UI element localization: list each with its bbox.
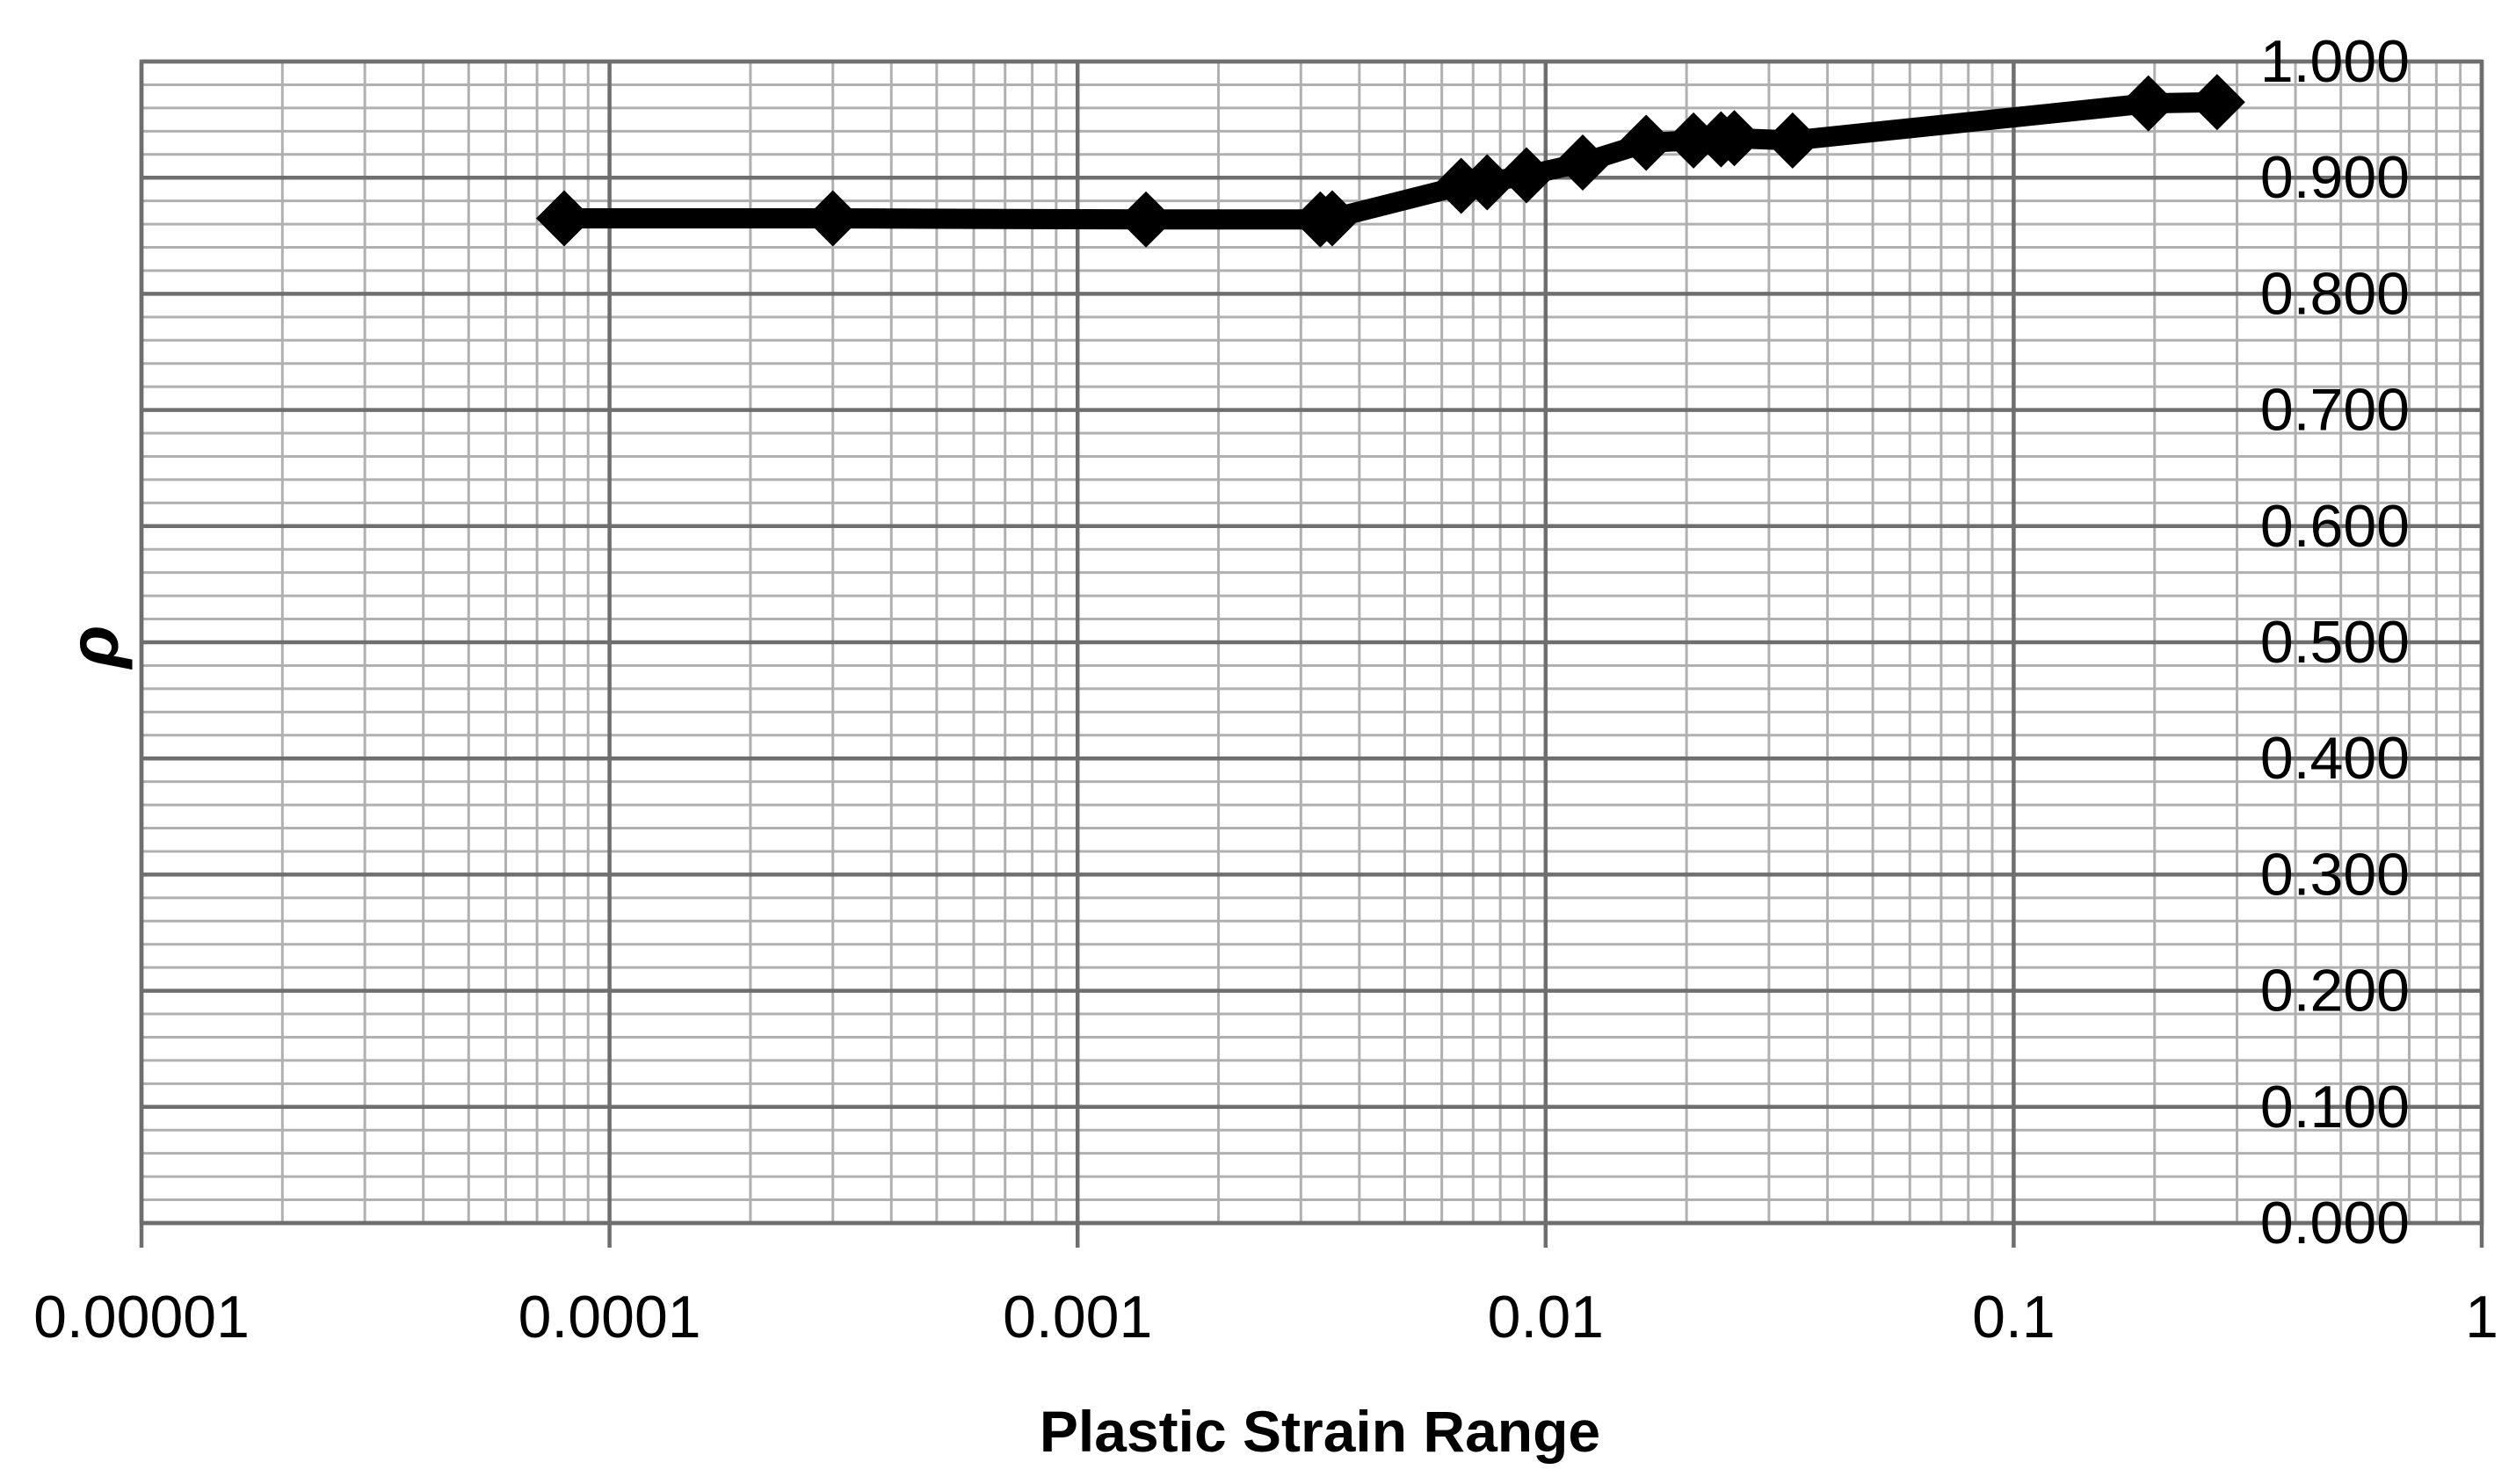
data-point-marker	[1618, 114, 1675, 171]
y-tick-label: 0.500	[2260, 609, 2410, 676]
y-axis-tick-labels: 0.000 0.100 0.200 0.300 0.400 0.500 0.600 0.700…	[2260, 28, 2410, 1256]
x-tick-label: 1	[2465, 1284, 2498, 1350]
data-point-marker	[1459, 154, 1516, 211]
y-tick-label: 0.700	[2260, 377, 2410, 444]
data-point-marker	[1497, 147, 1555, 204]
x-tick-label: 0.01	[1488, 1284, 1604, 1350]
y-tick-label: 0.200	[2260, 958, 2410, 1024]
x-axis-title: Plastic Strain Range	[1040, 1399, 1600, 1464]
x-tick-label: 0.001	[1003, 1284, 1152, 1350]
y-tick-label: 0.900	[2260, 144, 2410, 211]
y-tick-label: 0.300	[2260, 841, 2410, 908]
data-series	[535, 74, 2245, 248]
y-tick-label: 0.000	[2260, 1190, 2410, 1256]
x-tick-label: 0.1	[1972, 1284, 2056, 1350]
x-axis-tick-marks	[139, 1223, 2484, 1248]
series-line	[554, 91, 2228, 230]
data-point-marker	[1118, 191, 1175, 248]
data-point-marker	[1764, 112, 1821, 169]
data-point-marker	[1554, 134, 1611, 192]
x-tick-label: 0.00001	[33, 1284, 250, 1350]
y-tick-label: 0.800	[2260, 260, 2410, 327]
data-point-marker	[1303, 190, 1360, 247]
y-tick-label: 0.600	[2260, 493, 2410, 560]
data-point-marker	[804, 190, 861, 247]
data-point-marker	[2120, 75, 2177, 132]
data-point-marker	[2188, 74, 2245, 131]
x-tick-label: 0.0001	[518, 1284, 701, 1350]
y-tick-label: 0.400	[2260, 725, 2410, 792]
y-tick-label: 0.100	[2260, 1074, 2410, 1140]
x-axis-tick-labels: 0.00001 0.0001 0.001 0.01 0.1 1	[33, 1284, 2498, 1350]
data-point-marker	[1706, 110, 1763, 167]
plot-area-border	[139, 59, 2484, 1226]
data-point-marker	[535, 190, 592, 247]
y-axis-title: ρ	[54, 626, 133, 670]
y-tick-label: 1.000	[2260, 28, 2410, 95]
data-point-marker	[1665, 112, 1722, 169]
